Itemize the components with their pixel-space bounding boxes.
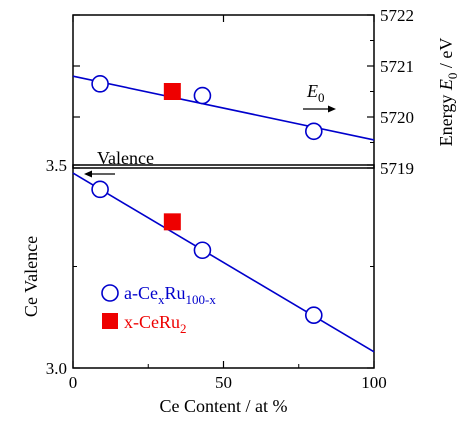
energy-label-suffix: / eV: [436, 38, 456, 73]
valence-circle-point: [193, 241, 212, 260]
legend-amorphous-sub1: x: [158, 292, 165, 307]
legend-label-amorphous: a-CexRu100-x: [124, 283, 216, 307]
x-tick-label: 50: [215, 373, 232, 392]
legend-crystalline-sub: 2: [180, 321, 187, 336]
legend-amorphous-base: a-Ce: [124, 283, 158, 303]
energy-label-symbol: E: [436, 79, 456, 91]
legend-crystalline-base: x-CeRu: [124, 312, 180, 332]
x-axis-label: Ce Content / at %: [160, 396, 288, 416]
valence-arrow-head: [84, 170, 92, 178]
energy-arrow-head: [328, 105, 336, 113]
energy-axis-label: Energy E0 / eV: [436, 38, 459, 147]
top-panel-frame: [72, 14, 375, 169]
valence-fit-line: [72, 172, 375, 353]
energy-tick-label: 5722: [380, 6, 414, 25]
energy-square-point: [163, 83, 181, 100]
valence-annotation: Valence: [97, 148, 154, 168]
energy-label-prefix: Energy: [436, 90, 456, 146]
energy-tick-label: 5721: [380, 57, 414, 76]
legend-marker-circle: [101, 284, 119, 302]
valence-axis-label: Ce Valence: [21, 236, 41, 317]
legend-label-crystalline: x-CeRu2: [124, 312, 187, 336]
annotation-subscript: 0: [318, 90, 325, 105]
energy-tick-label: 5720: [380, 108, 414, 127]
valence-tick-label: 3.5: [46, 156, 67, 175]
energy-fit-line: [72, 75, 375, 141]
energy-label-subscript: 0: [445, 73, 459, 80]
annotation-symbol: E: [306, 81, 318, 101]
energy-circle-point: [193, 86, 212, 105]
legend-amorphous-sub2: 100-x: [186, 292, 217, 307]
valence-square-point: [163, 213, 181, 231]
energy-circle-point: [91, 75, 109, 93]
bottom-panel-frame: [72, 164, 375, 369]
valence-tick-label: 3.0: [46, 359, 67, 378]
x-tick-label: 100: [361, 373, 387, 392]
valence-circle-point: [91, 180, 109, 199]
energy-tick-label: 5719: [380, 159, 414, 178]
x-tick-label: 0: [69, 373, 78, 392]
legend-amorphous-mid: Ru: [164, 283, 185, 303]
legend-marker-square: [102, 313, 118, 329]
energy-annotation: E0: [306, 81, 325, 105]
energy-circle-point: [304, 122, 323, 141]
valence-circle-point: [304, 306, 323, 325]
